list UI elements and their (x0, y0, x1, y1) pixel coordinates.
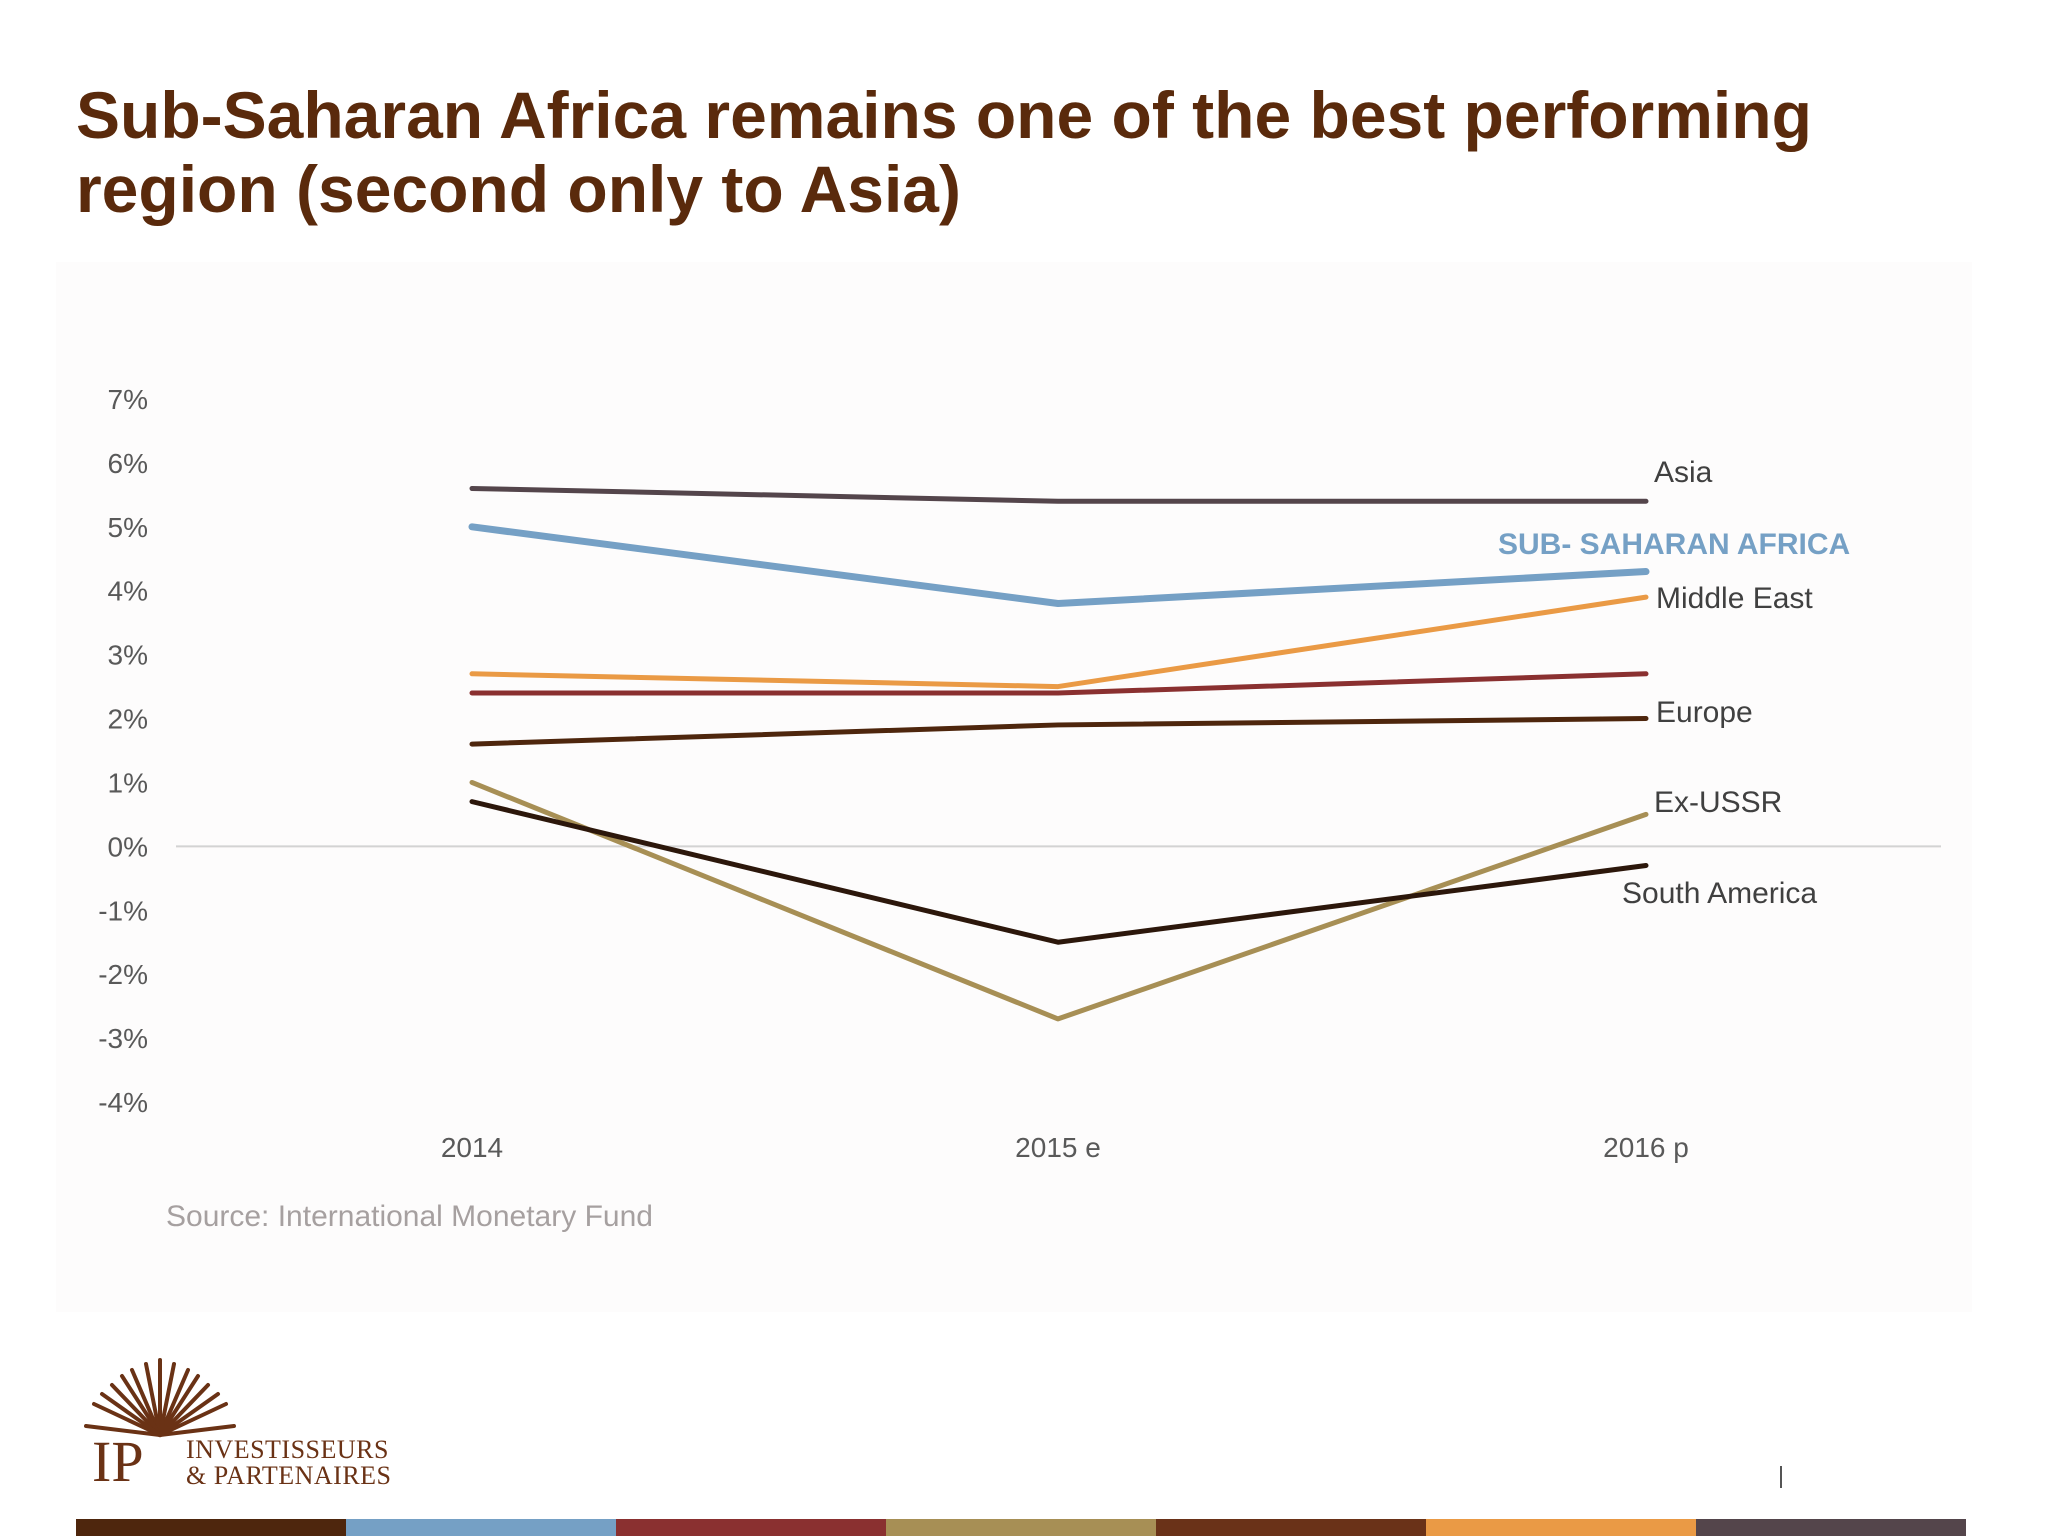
x-tick-label: 2014 (441, 1132, 503, 1163)
series-line (469, 716, 1649, 747)
y-tick-label: 1% (108, 767, 148, 798)
y-tick-label: -3% (98, 1023, 148, 1054)
color-stripe-segment (886, 1519, 1156, 1536)
series-line (469, 779, 1649, 1022)
series-label: Asia (1654, 456, 1713, 489)
series-line (469, 799, 1649, 945)
y-tick-label: 6% (108, 448, 148, 479)
palm-tree-logo-icon (84, 1358, 236, 1437)
series-line (469, 594, 1649, 690)
x-tick-label: 2015 e (1015, 1132, 1101, 1163)
color-stripe-segment (76, 1519, 346, 1536)
logo-text-line2: & PARTENAIRES (186, 1461, 392, 1490)
y-tick-label: 7% (108, 384, 148, 415)
logo-text-line1: INVESTISSEURS (186, 1435, 389, 1464)
series-line (469, 671, 1649, 696)
y-tick-label: 2% (108, 704, 148, 735)
y-tick-label: 4% (108, 576, 148, 607)
page-number-marker (1780, 1466, 1782, 1488)
line-chart-svg: 7% 6% 5% 4% 3% 2% 1% 0% -1% -2% -3% -4% 2014 2015 e 20… (98, 384, 1941, 1163)
series-label: Europe (1656, 696, 1753, 729)
x-tick-label: 2016 p (1603, 1132, 1689, 1163)
color-stripe-segment (1696, 1519, 1966, 1536)
line-chart: 7% 6% 5% 4% 3% 2% 1% 0% -1% -2% -3% -4% 2014 2015 e 20… (56, 262, 1972, 1312)
color-stripe-segment (1156, 1519, 1426, 1536)
series-label: Middle East (1656, 582, 1813, 615)
color-stripe-segment (346, 1519, 616, 1536)
y-tick-label: -4% (98, 1087, 148, 1118)
series-line (468, 523, 1650, 608)
y-tick-label: -2% (98, 959, 148, 990)
series-label: Ex-USSR (1654, 786, 1782, 819)
y-tick-label: 3% (108, 640, 148, 671)
series-line (469, 485, 1649, 504)
series-label: SUB- SAHARAN AFRICA (1498, 528, 1850, 561)
logo-monogram: IP (92, 1429, 144, 1494)
color-stripe-footer (76, 1519, 1966, 1536)
y-tick-label: -1% (98, 895, 148, 926)
color-stripe-segment (1426, 1519, 1696, 1536)
source-note: Source: International Monetary Fund (166, 1200, 653, 1233)
slide-title: Sub-Saharan Africa remains one of the be… (76, 78, 1812, 226)
y-tick-label: 0% (108, 831, 148, 862)
y-tick-label: 5% (108, 512, 148, 543)
series-label: South America (1622, 877, 1817, 910)
color-stripe-segment (616, 1519, 886, 1536)
